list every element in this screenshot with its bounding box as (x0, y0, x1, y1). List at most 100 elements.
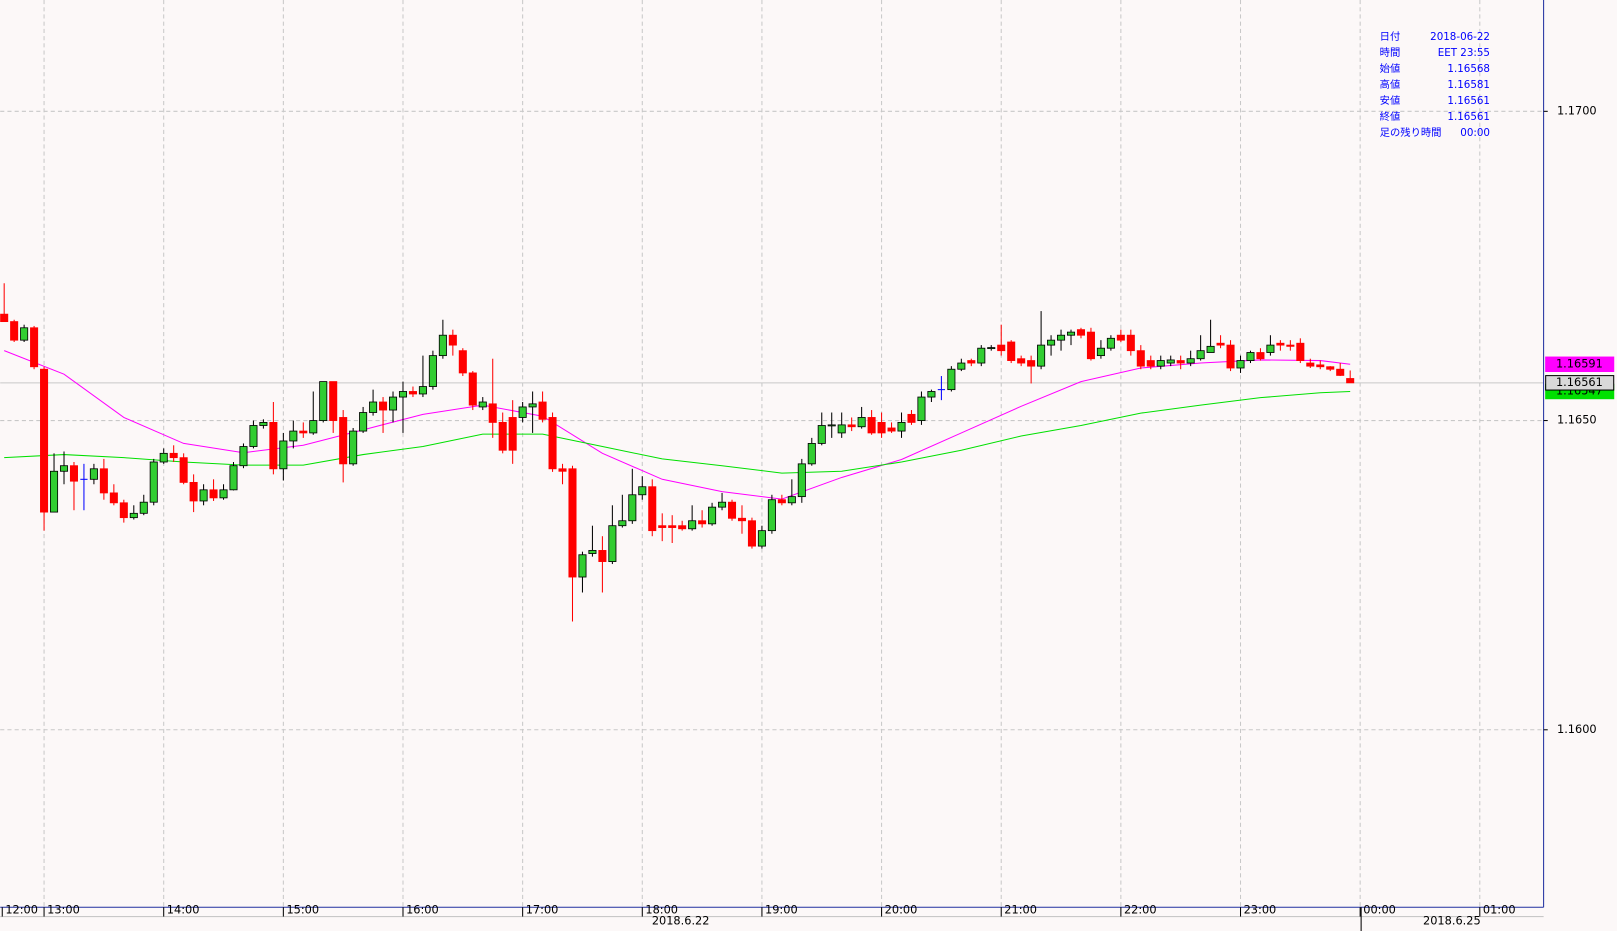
candle (777, 494, 786, 506)
candle-body (89, 468, 98, 480)
candle-body (977, 347, 986, 364)
date-label: 2018.6.25 (1423, 914, 1481, 928)
candle (1186, 350, 1195, 367)
candle (209, 479, 218, 501)
info-label: 高値 (1380, 78, 1401, 91)
candle-body (678, 525, 687, 530)
candle (598, 536, 607, 593)
candle-body (1166, 359, 1175, 364)
candle (199, 484, 208, 506)
date-label: 2018.6.22 (652, 914, 710, 928)
candle (827, 412, 836, 438)
candle (1286, 340, 1295, 351)
candle-body (847, 424, 856, 428)
candle (488, 358, 497, 438)
candle-body (1057, 334, 1066, 341)
x-tick-label: 01:00 (1483, 902, 1516, 916)
candle-body (1106, 337, 1115, 349)
candle-body (199, 489, 208, 502)
grid (0, 0, 1544, 908)
candle (997, 324, 1006, 356)
candle-body (1256, 352, 1265, 360)
y-tick-label: 1.1650 (1557, 413, 1597, 427)
candle (548, 412, 557, 472)
x-tick-label: 12:00 (5, 902, 38, 916)
candle (478, 397, 487, 411)
candle-body (249, 425, 258, 447)
candle (259, 419, 268, 429)
x-tick-label: 14:00 (167, 902, 200, 916)
candle (1047, 335, 1056, 356)
info-label: 始値 (1380, 62, 1401, 75)
candle (269, 402, 278, 475)
candle (937, 376, 946, 401)
candle-body (827, 424, 836, 427)
candle (1166, 355, 1175, 367)
candle (1276, 340, 1285, 351)
candle (608, 505, 617, 565)
candle-body (927, 391, 936, 398)
candle-body (349, 430, 358, 465)
candle-body (20, 327, 29, 341)
candle-body (877, 421, 886, 434)
candle-body (648, 486, 657, 532)
candle-body (1306, 362, 1315, 367)
candle (119, 499, 128, 523)
candle-body (1156, 360, 1165, 367)
candle-body (1146, 360, 1155, 367)
candle-body (618, 520, 627, 527)
candle-body (239, 446, 248, 467)
candle-body (658, 525, 667, 528)
info-value: 1.16561 (1447, 111, 1490, 123)
candle (20, 324, 29, 343)
x-tick-label: 13:00 (47, 902, 80, 916)
candle (319, 381, 328, 423)
candle-body (339, 417, 348, 465)
candle-body (1037, 344, 1046, 367)
candle-body (907, 413, 916, 423)
candle-body (119, 502, 128, 519)
candle-body (179, 457, 188, 483)
candle-body (189, 481, 198, 502)
info-value: 1.16581 (1447, 79, 1490, 91)
candle (229, 461, 238, 491)
candle-body (289, 430, 298, 442)
candle (239, 443, 248, 469)
candle-body (448, 334, 457, 346)
candle (767, 494, 776, 534)
candle (1066, 329, 1076, 346)
candle-body (737, 517, 747, 522)
candle (668, 515, 677, 544)
candle (89, 463, 98, 485)
candle (40, 366, 49, 531)
candle (249, 420, 258, 449)
candle (1057, 329, 1066, 351)
candle-body (1126, 334, 1135, 352)
candle-body (458, 350, 467, 374)
candle (1027, 355, 1036, 384)
candle-body (957, 362, 966, 370)
candle-body (718, 501, 727, 508)
x-tick-label: 00:00 (1363, 902, 1396, 916)
candle (508, 400, 517, 464)
candle (438, 319, 447, 359)
info-panel: 日付 2018-06-22 時間 EET 23:55 始値 1.16568 高値 1.1658… (1380, 30, 1490, 139)
candle (977, 345, 986, 367)
candle (1316, 360, 1325, 370)
candle-body (568, 468, 577, 578)
candle (289, 420, 298, 449)
candle (1116, 329, 1125, 343)
candle (757, 525, 766, 549)
candle (369, 389, 378, 416)
candle-body (109, 492, 118, 504)
candle-body (389, 396, 398, 411)
candle-body (408, 391, 417, 395)
candle-body (438, 334, 447, 357)
candle-body (857, 417, 866, 428)
candle-body (30, 327, 39, 368)
candle-body (1286, 344, 1295, 347)
candle-body (1196, 350, 1205, 360)
candle (0, 283, 9, 323)
candle (468, 371, 477, 411)
candle-body (508, 417, 517, 451)
